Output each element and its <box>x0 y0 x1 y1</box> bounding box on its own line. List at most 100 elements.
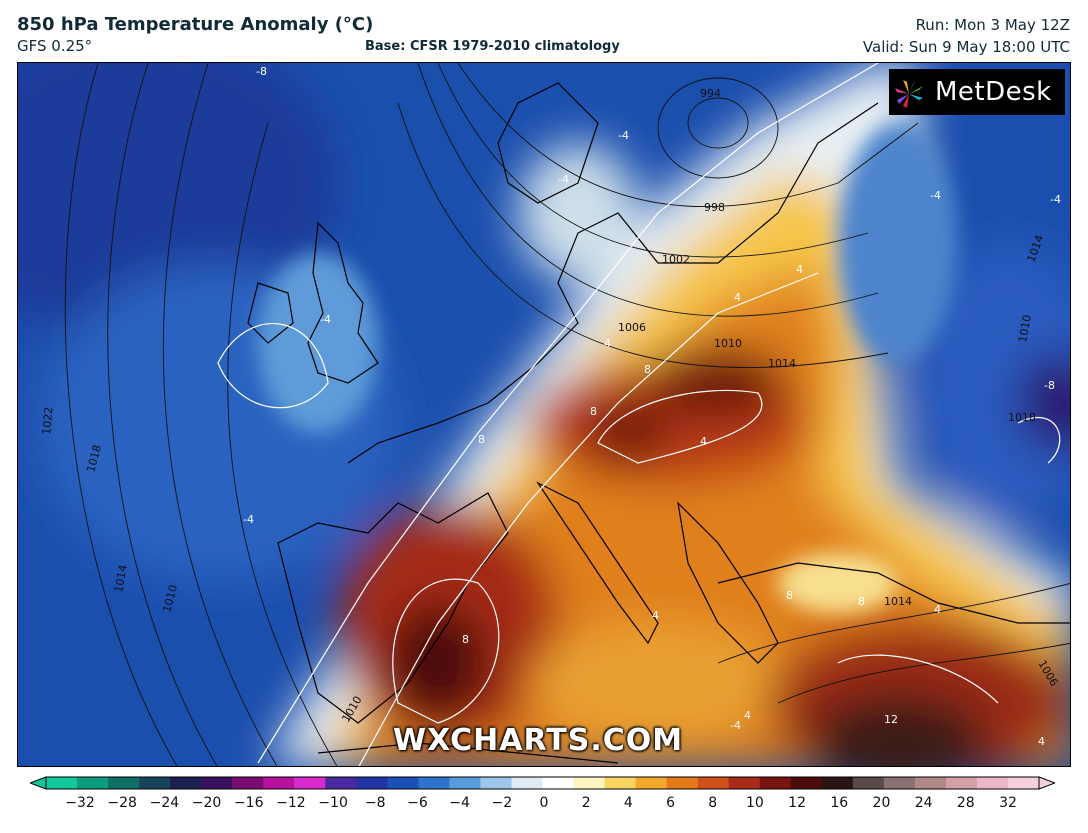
map-canvas: 994 998 1002 1006 1010 1014 1018 1022 10… <box>18 63 1070 766</box>
colorbar-cell <box>883 777 916 789</box>
colorbar-cell <box>1007 777 1040 789</box>
anomaly-label: -8 <box>1044 379 1055 392</box>
pressure-label: 998 <box>704 201 725 214</box>
anomaly-label: 12 <box>884 713 898 726</box>
colorbar-tick-label: −20 <box>191 795 222 811</box>
pressure-label: 1006 <box>618 321 646 334</box>
anomaly-label: 8 <box>858 595 865 608</box>
colorbar-tick-label: −8 <box>364 795 386 811</box>
colorbar-cell <box>418 777 450 789</box>
colorbar-cell <box>139 777 171 789</box>
colorbar-max-arrow <box>1038 776 1055 790</box>
colorbar-tick-label: 24 <box>914 795 933 811</box>
colorbar-tick-label: 0 <box>539 795 549 811</box>
anomaly-label: 8 <box>786 589 793 602</box>
colorbar-tick-label: 28 <box>956 795 975 811</box>
colorbar-cell <box>46 777 78 789</box>
colorbar-tick-label: −16 <box>233 795 264 811</box>
watermark: WXCHARTS.COM <box>393 723 684 758</box>
colorbar-cell <box>511 777 543 789</box>
anomaly-label: -4 <box>558 173 569 186</box>
anomaly-label: 4 <box>604 337 611 350</box>
colorbar-tick-label: 6 <box>666 795 675 811</box>
anomaly-label: -4 <box>730 719 741 732</box>
colorbar-cell <box>356 777 388 789</box>
anomaly-label: 4 <box>734 291 741 304</box>
pressure-label: 1018 <box>1008 411 1036 424</box>
colorbar-cell <box>976 777 1009 789</box>
colorbar-cell <box>945 777 978 789</box>
pressure-label: 994 <box>700 87 721 100</box>
colorbar-tick-label: −32 <box>65 795 95 811</box>
anomaly-label: 4 <box>934 603 941 616</box>
colorbar-tick-label: −2 <box>491 795 513 811</box>
colorbar-tick-label: 10 <box>745 795 764 811</box>
colorbar-tick-label: 16 <box>830 795 849 811</box>
colorbar-tick-label: 20 <box>872 795 891 811</box>
colorbar-tick-label: 12 <box>788 795 806 811</box>
pressure-label: 1014 <box>884 595 912 608</box>
isobars <box>64 63 1070 766</box>
colorbar-cell <box>821 777 854 789</box>
anomaly-label: -4 <box>320 313 331 326</box>
colorbar-cell <box>387 777 419 789</box>
colorbar-cell <box>573 777 606 789</box>
metdesk-logo: MetDesk <box>889 69 1065 115</box>
anomaly-label: 8 <box>478 433 485 446</box>
anomaly-label: 4 <box>652 609 659 622</box>
colorbar-cell <box>759 777 792 789</box>
colorbar-tick-label: 32 <box>999 795 1017 811</box>
colorbar-cells <box>46 777 1040 789</box>
colorbar-cell <box>666 777 699 789</box>
colorbar-cell <box>728 777 761 789</box>
colorbar-cell <box>790 777 823 789</box>
anomaly-label: 8 <box>590 405 597 418</box>
anomaly-label: -4 <box>1050 193 1061 206</box>
weather-map: 994 998 1002 1006 1010 1014 1018 1022 10… <box>17 62 1071 767</box>
anomaly-label: -8 <box>256 65 267 78</box>
anomaly-label: -4 <box>243 513 254 526</box>
valid-time: Valid: Sun 9 May 18:00 UTC <box>862 38 1070 56</box>
colorbar-cell <box>852 777 885 789</box>
coastlines <box>247 82 1070 764</box>
colorbar-cell <box>604 777 637 789</box>
colorbar-cell <box>294 777 326 789</box>
model-label: GFS 0.25° <box>17 37 93 55</box>
colorbar-tick-label: −6 <box>407 795 428 811</box>
anomaly-label: 4 <box>700 435 707 448</box>
chart-title: 850 hPa Temperature Anomaly (°C) <box>17 14 374 35</box>
anomaly-label: -4 <box>618 129 629 142</box>
colorbar <box>30 776 1055 790</box>
logo-text: MetDesk <box>935 77 1052 107</box>
colorbar-tick-label: 8 <box>708 795 718 811</box>
climatology-base: Base: CFSR 1979-2010 climatology <box>365 39 620 54</box>
colorbar-tick-label: −24 <box>149 795 180 811</box>
anomaly-label: 4 <box>744 709 751 722</box>
colorbar-cell <box>325 777 357 789</box>
colorbar-cell <box>542 777 575 789</box>
colorbar-cell <box>170 777 202 789</box>
anomaly-label: 8 <box>462 633 469 646</box>
anomaly-label: 4 <box>1038 735 1045 748</box>
anomaly-labels: -8 -4 -4 -4 -4 -4 -4 4 4 4 8 8 8 8 8 8 4… <box>243 65 1061 748</box>
colorbar-cell <box>697 777 730 789</box>
colorbar-cell <box>232 777 264 789</box>
colorbar-cell <box>77 777 109 789</box>
colorbar-tick-label: −28 <box>107 795 137 811</box>
anomaly-label: 8 <box>644 363 651 376</box>
anomaly-label: -4 <box>930 189 941 202</box>
pressure-label: 1002 <box>662 253 690 266</box>
colorbar-tick-label: −12 <box>276 795 306 811</box>
colorbar-tick-label: 4 <box>623 795 633 811</box>
pressure-label: 1010 <box>714 337 742 350</box>
pressure-label: 1010 <box>1016 314 1034 344</box>
colorbar-frame <box>45 776 1040 790</box>
colorbar-cell <box>449 777 481 789</box>
anomaly-detail <box>258 123 958 613</box>
run-time: Run: Mon 3 May 12Z <box>915 16 1070 34</box>
anomaly-contours <box>217 63 1061 766</box>
colorbar-cell <box>108 777 140 789</box>
colorbar-cell <box>480 777 512 789</box>
colorbar-min-arrow <box>30 776 47 790</box>
pressure-label: 1014 <box>112 564 130 594</box>
